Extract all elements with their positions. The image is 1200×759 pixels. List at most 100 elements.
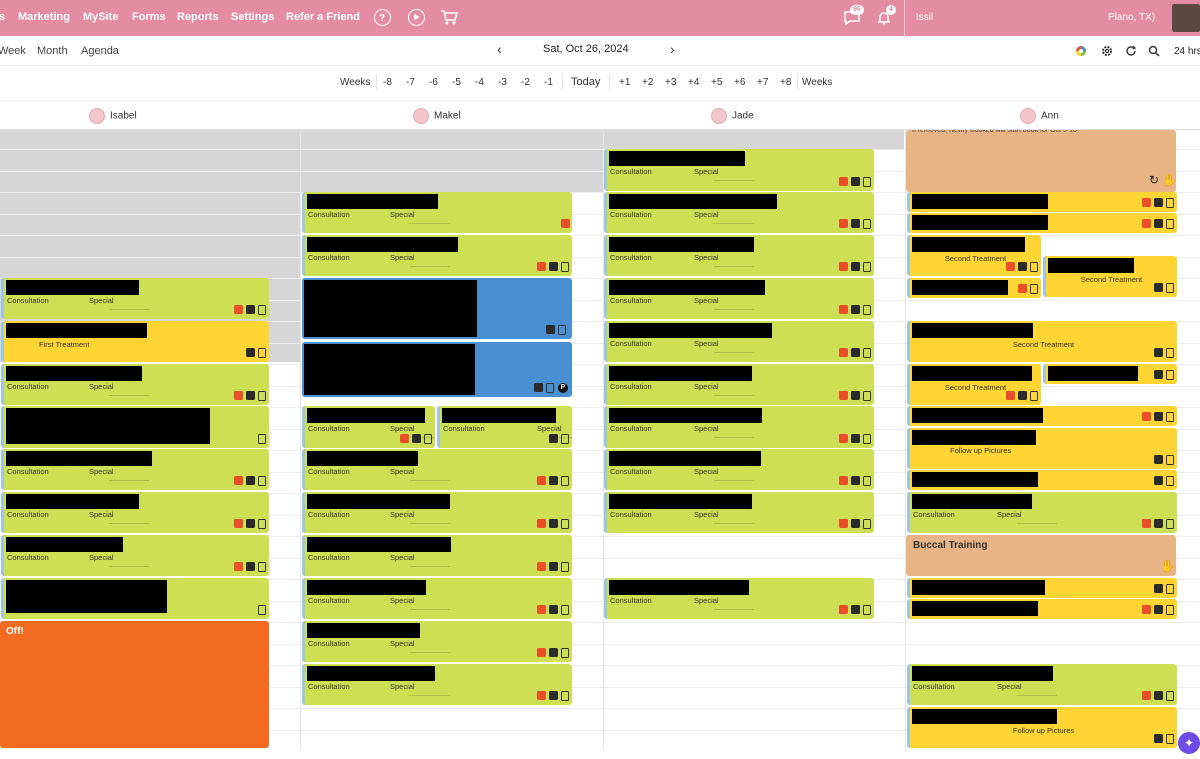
today-button[interactable]: Today bbox=[571, 76, 601, 88]
appointment-block[interactable]: Consultation Special bbox=[302, 578, 572, 619]
note-icon[interactable] bbox=[1154, 734, 1163, 743]
note-icon[interactable] bbox=[1154, 198, 1163, 207]
flag-icon[interactable] bbox=[234, 391, 243, 400]
note-icon[interactable] bbox=[246, 562, 255, 571]
note-icon[interactable] bbox=[851, 476, 860, 485]
appointment-block[interactable] bbox=[907, 278, 1041, 298]
appointment-block[interactable]: Consultation Special bbox=[302, 449, 572, 490]
note-icon[interactable] bbox=[1154, 370, 1163, 379]
week-jump-fwd-5[interactable]: +5 bbox=[711, 77, 723, 88]
flag-icon[interactable] bbox=[537, 691, 546, 700]
tab-agenda[interactable]: Agenda bbox=[81, 45, 119, 57]
clipboard-icon[interactable] bbox=[258, 476, 266, 486]
appointment-block[interactable]: Follow up Pictures bbox=[907, 707, 1177, 748]
flag-icon[interactable] bbox=[1018, 284, 1027, 293]
location-label[interactable]: Plano, TX) bbox=[1108, 12, 1156, 23]
user-name[interactable]: Issil bbox=[916, 12, 934, 23]
week-jump-fwd-2[interactable]: +2 bbox=[642, 77, 654, 88]
flag-icon[interactable] bbox=[1142, 412, 1151, 421]
clipboard-icon[interactable] bbox=[863, 391, 871, 401]
flag-icon[interactable] bbox=[1006, 262, 1015, 271]
appointment-block[interactable]: Off! bbox=[0, 621, 269, 748]
flag-icon[interactable] bbox=[839, 391, 848, 400]
staff-isabel[interactable]: Isabel bbox=[89, 108, 137, 124]
clipboard-icon[interactable] bbox=[258, 434, 266, 444]
week-jump-back-2[interactable]: -2 bbox=[521, 77, 530, 88]
staff-makel[interactable]: Makel bbox=[413, 108, 461, 124]
flag-icon[interactable] bbox=[839, 262, 848, 271]
clipboard-icon[interactable] bbox=[1166, 283, 1174, 293]
appointment-block[interactable]: Consultation Special bbox=[1, 535, 269, 576]
note-icon[interactable] bbox=[851, 262, 860, 271]
appointment-block[interactable]: Second Treatment bbox=[1043, 256, 1177, 297]
note-icon[interactable] bbox=[246, 305, 255, 314]
note-icon[interactable] bbox=[1154, 584, 1163, 593]
clipboard-icon[interactable] bbox=[561, 262, 569, 272]
appointment-block[interactable] bbox=[1, 578, 269, 619]
note-icon[interactable] bbox=[1154, 219, 1163, 228]
nav-reports[interactable]: Reports bbox=[177, 11, 219, 23]
flag-icon[interactable] bbox=[839, 305, 848, 314]
appointment-block[interactable]: Second Treatment bbox=[907, 364, 1041, 405]
appointment-block[interactable]: Consultation Special bbox=[1, 278, 269, 319]
clipboard-icon[interactable] bbox=[863, 262, 871, 272]
note-icon[interactable] bbox=[549, 476, 558, 485]
flag-icon[interactable] bbox=[537, 262, 546, 271]
search-icon[interactable] bbox=[1148, 45, 1160, 57]
appointment-block[interactable]: Consultation Special bbox=[604, 406, 874, 448]
appointment-block[interactable]: Consultation Special bbox=[302, 535, 572, 576]
note-icon[interactable] bbox=[851, 519, 860, 528]
clipboard-icon[interactable] bbox=[1030, 391, 1038, 401]
note-icon[interactable] bbox=[534, 383, 543, 392]
clipboard-icon[interactable] bbox=[863, 605, 871, 615]
flag-icon[interactable] bbox=[839, 348, 848, 357]
clipboard-icon[interactable] bbox=[863, 434, 871, 444]
appointment-block[interactable]: Consultation Special bbox=[1, 449, 269, 490]
clipboard-icon[interactable] bbox=[1166, 734, 1174, 744]
note-icon[interactable] bbox=[851, 177, 860, 186]
calendar-grid[interactable]: Consultation Special First Treatment Consul… bbox=[0, 130, 1200, 759]
clipboard-icon[interactable] bbox=[561, 648, 569, 658]
clipboard-icon[interactable] bbox=[258, 519, 266, 529]
clipboard-icon[interactable] bbox=[863, 305, 871, 315]
note-icon[interactable] bbox=[549, 648, 558, 657]
flag-icon[interactable] bbox=[234, 476, 243, 485]
flag-icon[interactable] bbox=[400, 434, 409, 443]
appointment-block[interactable] bbox=[907, 599, 1177, 619]
week-jump-fwd-1[interactable]: +1 bbox=[619, 77, 631, 88]
flag-icon[interactable] bbox=[839, 519, 848, 528]
clipboard-icon[interactable] bbox=[1166, 370, 1174, 380]
appointment-block[interactable]: Consultation Special bbox=[302, 235, 572, 276]
appointment-block[interactable]: Consultation Special bbox=[302, 492, 572, 533]
clipboard-icon[interactable] bbox=[1166, 691, 1174, 701]
appointment-block[interactable]: Second Treatment bbox=[907, 235, 1041, 276]
appointment-block[interactable] bbox=[907, 406, 1177, 426]
appointment-block[interactable]: Consultation Special bbox=[907, 664, 1177, 705]
appointment-block[interactable]: Consultation Special bbox=[302, 406, 435, 448]
flag-icon[interactable] bbox=[234, 519, 243, 528]
clipboard-icon[interactable] bbox=[863, 348, 871, 358]
clipboard-icon[interactable] bbox=[1166, 519, 1174, 529]
appointment-block[interactable] bbox=[907, 470, 1177, 490]
week-jump-back-1[interactable]: -1 bbox=[544, 77, 553, 88]
current-date[interactable]: Sat, Oct 26, 2024 bbox=[543, 43, 629, 55]
clipboard-icon[interactable] bbox=[258, 391, 266, 401]
note-icon[interactable] bbox=[549, 691, 558, 700]
flag-icon[interactable] bbox=[839, 605, 848, 614]
note-icon[interactable] bbox=[851, 434, 860, 443]
week-jump-fwd-3[interactable]: +3 bbox=[665, 77, 677, 88]
clipboard-icon[interactable] bbox=[863, 177, 871, 187]
drag-handle-icon[interactable]: ✋ bbox=[1160, 559, 1175, 573]
appointment-block[interactable]: Consultation Special bbox=[604, 449, 874, 490]
note-icon[interactable] bbox=[1154, 476, 1163, 485]
clipboard-icon[interactable] bbox=[561, 519, 569, 529]
staff-ann[interactable]: Ann bbox=[1020, 108, 1059, 124]
chat-assistant-icon[interactable]: ✦ bbox=[1178, 732, 1200, 754]
refresh-icon[interactable]: ↻ bbox=[1149, 173, 1160, 187]
clipboard-icon[interactable] bbox=[863, 219, 871, 229]
clipboard-icon[interactable] bbox=[561, 434, 569, 444]
appointment-block[interactable] bbox=[1, 406, 269, 448]
nav-mysite[interactable]: MySite bbox=[83, 11, 119, 23]
clipboard-icon[interactable] bbox=[258, 605, 266, 615]
flag-icon[interactable] bbox=[1142, 198, 1151, 207]
